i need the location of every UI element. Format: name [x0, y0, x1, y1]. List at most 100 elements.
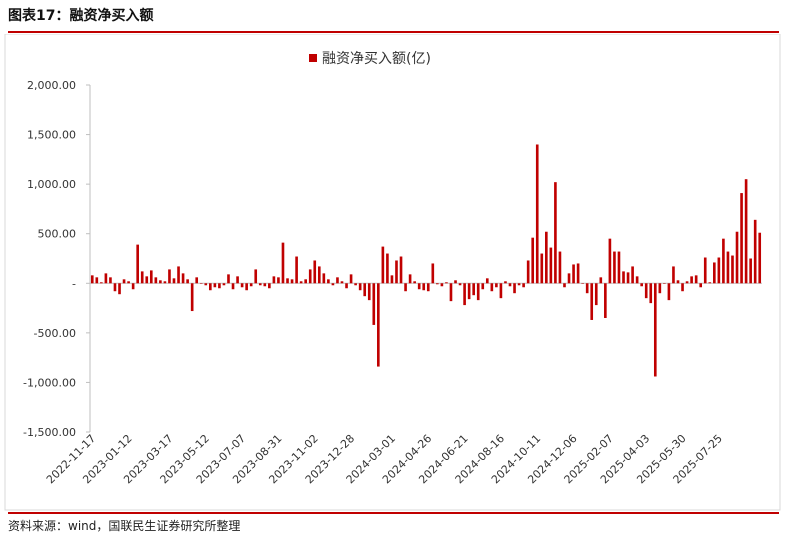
bar [626, 272, 630, 284]
bar [122, 279, 126, 284]
bar [685, 281, 689, 284]
bar [694, 275, 698, 284]
bar [236, 276, 239, 284]
bar [218, 283, 221, 289]
bar [145, 276, 149, 284]
y-tick-label: 500.00 [38, 228, 77, 241]
legend: 融资净买入额(亿) [309, 51, 431, 67]
bar [604, 283, 607, 318]
bar [699, 283, 703, 288]
bar [467, 283, 471, 300]
bar [526, 260, 530, 284]
bar [354, 283, 357, 286]
bar [204, 283, 208, 286]
bar [622, 271, 625, 284]
bar [422, 283, 426, 291]
top-divider [8, 31, 779, 33]
bar [531, 237, 535, 284]
bar [703, 257, 707, 284]
bar [317, 266, 321, 284]
bar [177, 266, 180, 284]
bar [658, 283, 662, 294]
bar [268, 283, 271, 289]
bar [454, 280, 457, 284]
bar [535, 144, 539, 284]
bar [245, 283, 248, 291]
bar [495, 283, 498, 288]
bar [672, 266, 675, 284]
bar [295, 256, 298, 284]
bar [436, 283, 439, 285]
bar [190, 283, 194, 312]
bar [127, 281, 130, 284]
y-tick-label: -500.00 [34, 327, 76, 340]
bar [154, 277, 158, 284]
y-tick-label: 1,000.00 [27, 178, 76, 191]
bar [504, 281, 507, 284]
bar [395, 260, 398, 284]
bar [740, 193, 743, 284]
bar [95, 277, 99, 284]
bar [717, 257, 721, 284]
bar [163, 281, 167, 284]
y-tick-label: 1,500.00 [27, 129, 76, 142]
bar [472, 283, 475, 296]
bar [545, 231, 548, 284]
bar [490, 283, 494, 292]
y-axis: 2,000.00 1,500.00 1,000.00 500.00 - -500.00 -1… [23, 79, 91, 439]
bar [644, 283, 648, 299]
bar [649, 283, 653, 304]
bar [322, 273, 326, 284]
bar [735, 231, 739, 284]
bar [676, 280, 680, 284]
bar [708, 282, 712, 284]
bar [590, 283, 594, 320]
bar [227, 274, 230, 284]
bar [372, 283, 376, 325]
bar [131, 283, 135, 290]
bar [136, 244, 139, 284]
chart-frame [4, 34, 781, 511]
y-tick-label: - [72, 277, 76, 290]
bar [331, 283, 335, 286]
bar [390, 275, 394, 284]
bottom-divider [8, 512, 779, 514]
bar [631, 266, 634, 284]
bar [508, 283, 512, 287]
bar [517, 283, 521, 286]
bar [345, 283, 348, 289]
bar [386, 253, 389, 284]
bar [476, 283, 480, 301]
bar [290, 279, 294, 284]
bar [513, 283, 516, 294]
bar [753, 219, 757, 284]
bar [263, 283, 267, 287]
bar [308, 269, 312, 284]
bar [363, 283, 367, 297]
bar [731, 255, 734, 284]
bar-series [90, 144, 762, 377]
bar [563, 283, 566, 288]
bar [340, 281, 344, 284]
bar [286, 278, 289, 284]
bar [449, 283, 453, 302]
bar [358, 283, 362, 291]
bar [726, 251, 730, 284]
bar [613, 251, 616, 284]
bar [313, 260, 317, 284]
bar [549, 247, 553, 284]
bar [186, 279, 189, 284]
bar [90, 275, 94, 284]
bar [744, 179, 748, 284]
bar [181, 273, 185, 284]
bar [104, 273, 108, 284]
bar [258, 283, 262, 286]
bar [440, 283, 444, 287]
bar [100, 282, 103, 284]
bar [168, 269, 171, 284]
bar [367, 283, 371, 301]
bar [599, 277, 603, 284]
figure-title: 图表17：融资净买入额 [8, 8, 154, 24]
bar [336, 277, 339, 284]
bar [681, 283, 684, 292]
